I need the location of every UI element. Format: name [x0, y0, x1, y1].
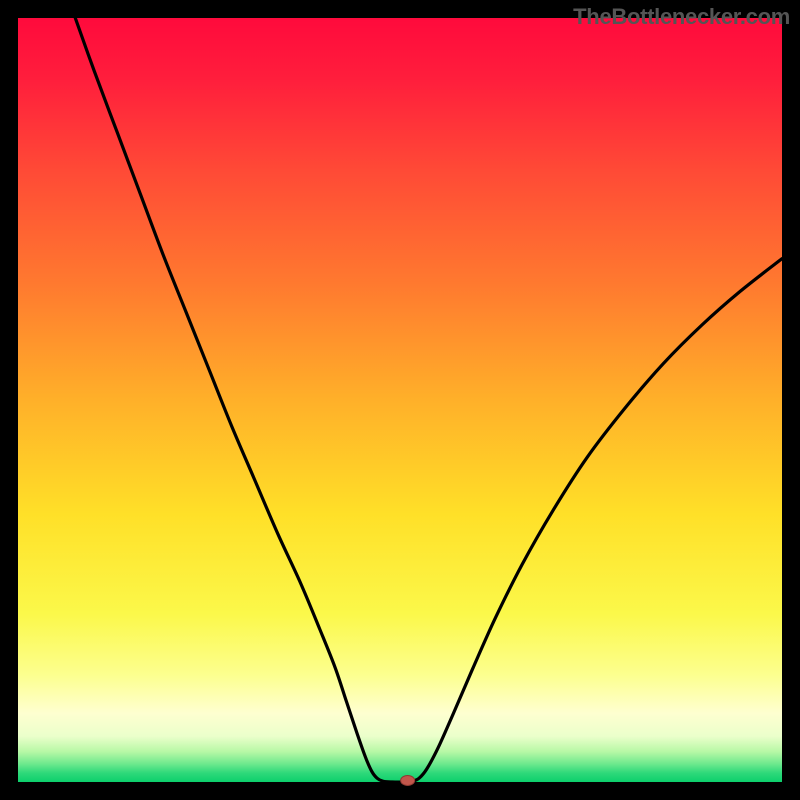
plot-area-background [18, 18, 782, 782]
optimal-point-marker [401, 775, 415, 785]
bottleneck-chart [0, 0, 800, 800]
watermark-text: TheBottlenecker.com [573, 4, 790, 30]
chart-container: TheBottlenecker.com [0, 0, 800, 800]
